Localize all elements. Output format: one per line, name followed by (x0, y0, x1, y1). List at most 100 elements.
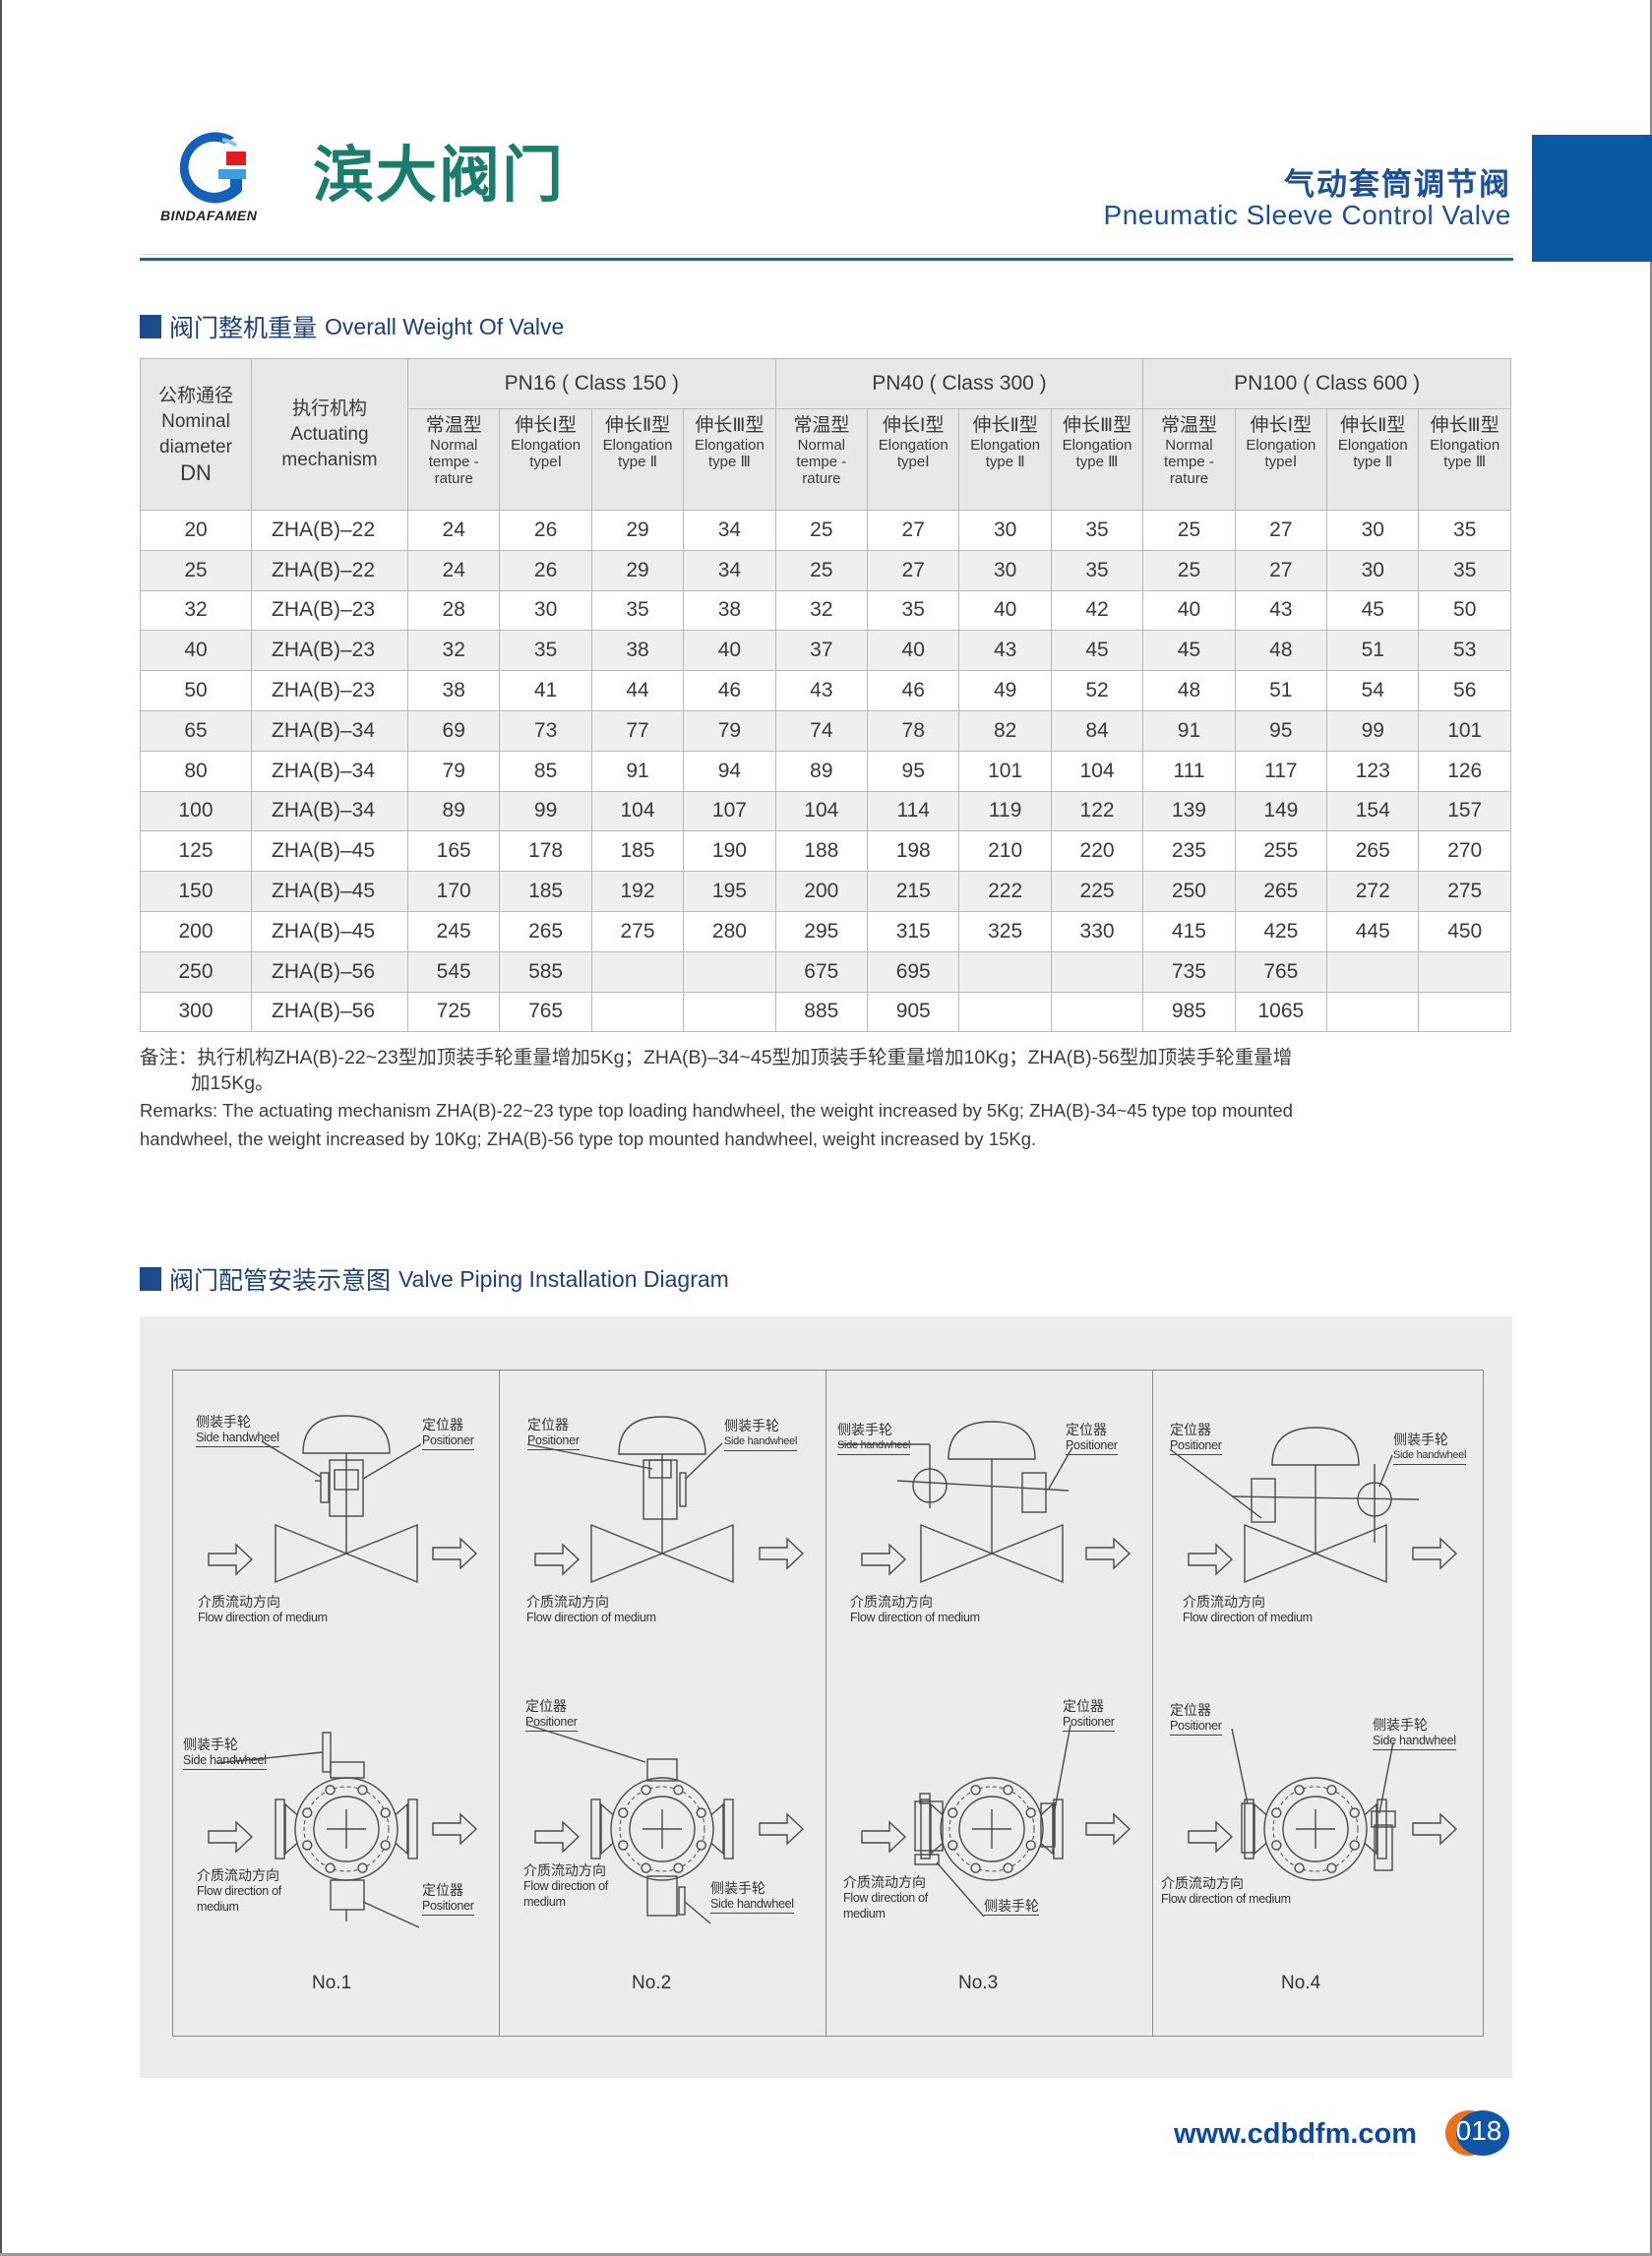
side-handwheel-icon (679, 1472, 687, 1507)
cell-weight: 94 (683, 750, 776, 792)
label-positioner: 定位器 Positioner (1170, 1702, 1222, 1736)
cell-weight: 157 (1418, 790, 1511, 832)
subheader-text: Elongation (970, 437, 1041, 454)
subheader-cell: 伸长Ⅱ型 Elongation type Ⅱ (1326, 408, 1420, 511)
cell-weight: 25 (774, 510, 869, 551)
cell-weight: 225 (1050, 871, 1144, 912)
cell-weight: 25 (774, 549, 869, 591)
leader-line (684, 1901, 711, 1924)
bolt-hole-icon (1326, 1785, 1337, 1796)
flow-arrow-icon (861, 1543, 907, 1576)
side-handwheel-icon (678, 1886, 686, 1916)
bolt-hole-icon (696, 1840, 706, 1851)
leader-line (685, 1442, 723, 1480)
subheader-text: tempe - (428, 454, 479, 470)
bolt-hole-icon (325, 1785, 336, 1796)
positioner-box (1251, 1478, 1276, 1523)
table-row: 80 ZHA(B)–34 79 85 91 94 89 95 101 104 111 117 123 12… (140, 750, 1511, 792)
panel-number: No.3 (958, 1973, 999, 1993)
subheader-text: 常温型 (425, 415, 482, 436)
cell-weight (683, 950, 776, 993)
label-flow-direction: 介质流动方向 Flow direction of medium (523, 1862, 608, 1909)
cell-weight: 415 (1142, 910, 1236, 952)
valve-drawing-3 (838, 1421, 1132, 1918)
cell-dn: 150 (140, 871, 252, 912)
positioner-box (648, 1459, 672, 1479)
cell-weight: 101 (1418, 709, 1511, 752)
bolt-hole-icon (1349, 1840, 1360, 1851)
bolt-hole-icon (1025, 1807, 1036, 1818)
bolt-hole-icon (1003, 1862, 1013, 1873)
label-side-handwheel: 侧装手轮 Side handwheel (837, 1422, 910, 1455)
leader-line (1378, 1741, 1394, 1814)
cell-weight: 84 (1050, 709, 1144, 752)
header-text: Nominal (161, 410, 230, 432)
subheader-cell: 常温型 Normal tempe - rature (1142, 408, 1236, 511)
flow-arrow-icon (1188, 1820, 1234, 1854)
cell-weight (590, 950, 685, 993)
cell-weight: 34 (683, 549, 776, 591)
weight-section-title: 阀门整机重量 Overall Weight Of Valve (140, 309, 564, 344)
cell-weight: 272 (1326, 871, 1420, 912)
actuator-box (646, 1875, 678, 1917)
cell-weight: 45 (1142, 630, 1236, 672)
valve-body-icon (590, 1523, 734, 1584)
bolt-circle (948, 1786, 1035, 1872)
cell-weight: 28 (406, 589, 501, 632)
subheader-text: type Ⅱ (1353, 454, 1393, 470)
positioner-box (1241, 1802, 1254, 1854)
label-positioner: 定位器 Positioner (1170, 1422, 1222, 1455)
table-header-row: 公称通径 Nominal diameter DN 执行机构 Actuating … (140, 358, 1511, 511)
side-handwheel-icon (322, 1732, 332, 1773)
diagram-panel-2: 定位器 Positioner 侧装手轮 Side handwheel 介质流动方向 F… (500, 1371, 826, 2036)
subheader-text: 伸长Ⅱ型 (972, 415, 1038, 436)
label-flow-direction: 介质流动方向 Flow direction of medium (198, 1594, 328, 1624)
subheader-text: type Ⅲ (707, 454, 751, 470)
bolt-hole-icon (673, 1862, 684, 1873)
label-positioner: 定位器 Positioner (422, 1882, 474, 1916)
cell-weight: 220 (1050, 830, 1144, 873)
remarks-en-line-1: Remarks: The actuating mechanism ZHA(B)-… (140, 1100, 1293, 1121)
subheader-text: tempe - (796, 454, 847, 470)
cell-weight (590, 991, 685, 1033)
cell-weight: 26 (499, 510, 592, 551)
table-row: 65 ZHA(B)–34 69 73 77 79 74 78 82 84 91 95 99 101 (140, 709, 1511, 752)
cell-weight: 545 (406, 950, 501, 993)
cell-weight: 82 (958, 709, 1052, 752)
cell-weight: 139 (1142, 790, 1236, 832)
section-marker-icon (140, 1267, 161, 1291)
cell-weight: 119 (958, 790, 1052, 832)
label-flow-direction: 介质流动方向 Flow direction of medium (526, 1594, 656, 1624)
cell-weight: 198 (867, 830, 960, 873)
cell-weight: 27 (867, 549, 960, 591)
subheader-text: Elongation (1062, 437, 1132, 454)
actuator-box (330, 1761, 365, 1779)
table-row: 40 ZHA(B)–23 32 35 38 40 37 40 43 45 45 48 51 53 (140, 630, 1511, 672)
label-side-handwheel: 侧装手轮 Side handwheel (710, 1880, 794, 1914)
cell-dn: 40 (140, 630, 252, 672)
cell-weight: 315 (867, 910, 960, 952)
flange-left (920, 1799, 931, 1860)
flange-left (590, 1799, 601, 1860)
flow-arrow-icon (534, 1543, 581, 1576)
website-link[interactable]: www.cdbdfm.com (1174, 2118, 1418, 2150)
cell-weight: 30 (1326, 510, 1420, 551)
cell-weight: 117 (1234, 750, 1328, 792)
label-flow-direction: 介质流动方向 Flow direction of medium (850, 1594, 980, 1624)
subheader-cell: 伸长Ⅱ型 Elongation type Ⅱ (590, 408, 685, 511)
company-logo-icon (179, 132, 246, 204)
cell-weight: 35 (499, 630, 592, 672)
diagram-title-cn: 阀门配管安装示意图 (169, 1267, 392, 1295)
page-badge-icon (1445, 2110, 1509, 2156)
cell-dn: 80 (140, 750, 252, 792)
bolt-hole-icon (1294, 1785, 1305, 1796)
flow-arrow-icon (861, 1820, 907, 1854)
cell-weight: 330 (1050, 910, 1144, 952)
cell-weight: 35 (1418, 510, 1511, 551)
cell-weight: 735 (1142, 950, 1236, 993)
cell-actuator: ZHA(B)–45 (251, 830, 408, 873)
cell-weight: 34 (683, 510, 776, 551)
valve-drawing-4 (1169, 1427, 1458, 1881)
actuator-cap (919, 1793, 931, 1804)
header-actuating-mechanism: 执行机构 Actuating mechanism (251, 358, 408, 511)
